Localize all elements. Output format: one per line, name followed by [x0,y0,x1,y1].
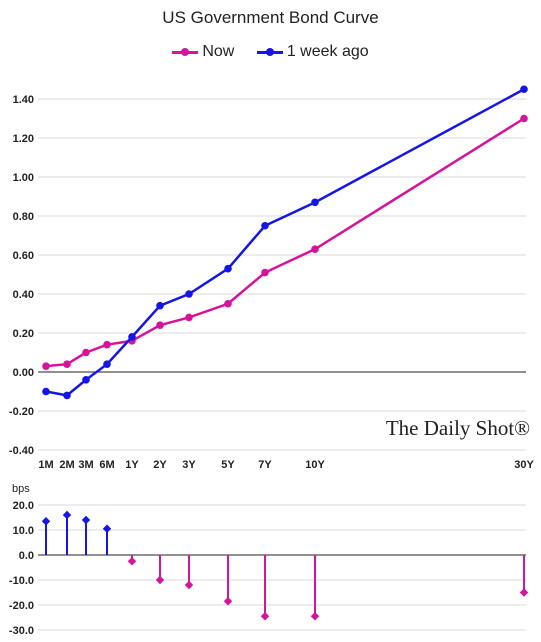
data-point-week-ago [128,333,136,341]
data-point-now [224,299,232,308]
data-point-week-ago [42,387,50,396]
x-tick-label: 7Y [258,459,272,471]
change-marker [519,588,529,597]
change-marker [127,557,137,566]
data-point-now [520,114,528,123]
legend-item-now: Now [172,43,234,61]
change-marker [260,612,270,621]
x-tick-label: 2M [59,459,74,471]
data-point-week-ago [224,264,232,273]
legend-label-now: Now [202,43,235,60]
data-point-week-ago [63,391,71,400]
x-tick-label: 1M [38,459,53,471]
bps-y-tick-label: -20.0 [9,600,34,612]
bps-y-tick-label: 0.0 [19,550,34,562]
y-tick-label: -0.40 [9,445,34,457]
data-point-week-ago [520,85,528,94]
y-tick-label: 0.60 [13,250,34,262]
y-tick-label: 0.00 [13,367,34,379]
watermark-logo: The Daily Shot® [386,416,530,440]
y-tick-label: -0.20 [9,406,34,418]
x-tick-label: 6M [99,459,114,471]
data-point-now [261,268,269,277]
x-tick-label: 1Y [125,459,139,471]
data-point-week-ago [185,290,193,298]
data-point-now [63,360,71,369]
y-tick-label: 0.20 [13,328,34,340]
data-point-week-ago [311,198,319,207]
y-tick-label: 0.80 [13,211,34,223]
change-marker [223,597,233,606]
bps-y-tick-label: 10.0 [13,525,34,537]
change-marker [41,517,51,526]
y-axis-unit-label: bps [12,483,30,495]
series-line-now [45,117,525,368]
y-tick-label: 1.40 [13,94,34,106]
legend-swatch-now [172,46,199,58]
data-point-week-ago [82,376,90,384]
chart-title: US Government Bond Curve [162,8,379,27]
x-tick-label: 5Y [221,459,235,471]
data-point-now [42,362,50,370]
legend-item-week-ago: 1 week ago [256,43,369,61]
y-tick-label: 1.20 [13,133,34,145]
series-line-week-ago [45,88,525,397]
change-marker [310,612,320,621]
change-marker [62,510,72,520]
bps-y-tick-label: -10.0 [9,575,34,587]
change-marker [81,515,91,525]
data-point-now [185,313,193,322]
data-point-now [311,245,319,253]
bps-y-tick-label: -30.0 [9,625,34,637]
data-point-now [103,340,111,349]
x-tick-label: 30Y [514,459,534,471]
data-point-week-ago [261,221,269,230]
bps-y-tick-label: 20.0 [13,500,34,512]
change-marker [155,575,165,585]
data-point-now [82,348,90,357]
data-point-week-ago [156,301,164,310]
change-marker [102,524,112,533]
x-tick-label: 3Y [182,459,196,471]
x-tick-label: 2Y [153,459,167,471]
legend-swatch-week-ago [256,46,283,58]
legend-label-week-ago: 1 week ago [286,43,369,60]
data-point-now [156,321,164,330]
y-tick-label: 0.40 [13,289,34,301]
x-tick-label: 3M [78,459,93,471]
legend: Now 1 week ago [0,43,541,63]
data-point-week-ago [103,360,111,369]
change-marker [184,580,194,590]
x-tick-label: 10Y [305,459,325,471]
y-tick-label: 1.00 [13,172,34,184]
